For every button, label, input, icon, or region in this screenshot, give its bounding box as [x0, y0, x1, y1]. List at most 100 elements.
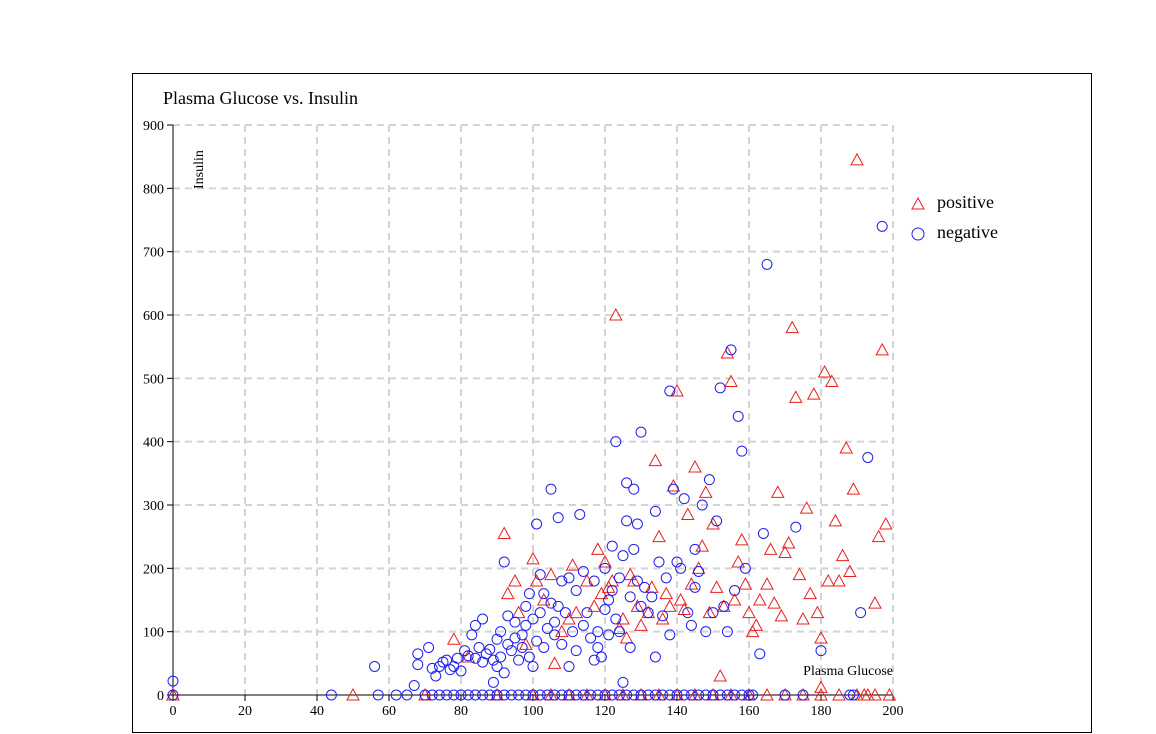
data-point-negative	[412, 659, 424, 671]
data-point-negative	[567, 626, 579, 638]
data-point-negative	[664, 629, 676, 641]
data-point-negative	[441, 689, 453, 701]
data-point-positive	[828, 513, 843, 527]
data-point-negative	[606, 689, 618, 701]
data-point-negative	[469, 619, 481, 631]
data-point-negative	[585, 632, 597, 644]
data-point-negative	[167, 675, 179, 687]
data-point-positive	[814, 680, 828, 693]
data-point-negative	[549, 629, 561, 641]
data-point-positive	[518, 637, 533, 650]
data-point-positive	[868, 687, 882, 701]
data-point-positive	[832, 573, 846, 587]
data-point-positive	[842, 564, 857, 577]
data-point-negative	[736, 445, 748, 457]
data-point-positive	[500, 586, 515, 600]
data-point-positive	[662, 599, 677, 612]
data-point-negative	[444, 664, 456, 676]
y-tick-label: 800	[143, 182, 164, 197]
data-point-negative	[729, 689, 741, 701]
data-point-negative	[563, 689, 575, 701]
data-point-negative	[527, 689, 539, 701]
data-point-negative	[531, 635, 543, 647]
data-point-positive	[598, 554, 612, 568]
x-tick-label: 100	[523, 704, 544, 719]
data-point-negative	[689, 581, 701, 593]
data-point-positive	[497, 526, 512, 539]
data-point-positive	[785, 320, 800, 334]
x-tick-label: 60	[382, 704, 396, 719]
data-point-negative	[606, 540, 618, 552]
data-point-positive	[670, 383, 684, 397]
data-point-positive	[648, 453, 663, 467]
x-tick-label: 40	[310, 704, 324, 719]
data-point-positive	[526, 551, 540, 565]
data-point-positive	[814, 630, 828, 644]
data-point-negative	[671, 689, 683, 701]
data-point-negative	[588, 654, 600, 666]
data-point-negative	[610, 436, 622, 448]
data-point-negative	[498, 667, 510, 679]
data-point-negative	[556, 575, 568, 587]
x-tick-label: 140	[667, 704, 688, 719]
data-point-negative	[621, 689, 633, 701]
y-tick-label: 300	[143, 499, 164, 514]
grid-lines	[173, 124, 894, 695]
data-point-negative	[678, 493, 690, 505]
data-point-negative	[718, 600, 730, 612]
x-tick-label: 20	[238, 704, 252, 719]
data-point-positive	[770, 485, 785, 498]
data-point-negative	[721, 689, 733, 701]
x-tick-label: 0	[170, 704, 177, 719]
data-point-negative	[696, 499, 708, 511]
data-point-negative	[599, 562, 611, 574]
data-point-negative	[577, 619, 589, 631]
legend: positive negative	[911, 192, 998, 242]
data-point-negative	[325, 689, 337, 701]
data-point-positive	[508, 573, 522, 587]
data-point-negative	[621, 477, 633, 489]
data-point-positive	[446, 632, 461, 645]
data-point-negative	[700, 689, 712, 701]
data-point-negative	[667, 483, 679, 495]
data-point-positive	[652, 529, 666, 543]
data-point-negative	[484, 643, 496, 655]
data-point-negative	[498, 556, 510, 568]
data-point-negative	[693, 566, 705, 577]
data-point-negative	[711, 515, 723, 527]
data-point-negative	[739, 562, 751, 574]
data-point-positive	[630, 599, 645, 612]
data-point-positive	[544, 687, 558, 701]
data-point-positive	[724, 687, 738, 701]
data-point-positive	[554, 624, 569, 638]
data-point-negative	[671, 556, 683, 568]
data-point-positive	[706, 516, 720, 530]
data-point-negative	[754, 648, 766, 660]
data-point-negative	[577, 566, 589, 577]
y-axis-label: Insulin	[192, 150, 207, 189]
data-point-negative	[815, 645, 827, 657]
data-point-negative	[642, 607, 654, 619]
data-point-negative	[495, 626, 507, 638]
data-point-negative	[552, 512, 564, 524]
legend-label-positive: positive	[937, 192, 994, 212]
data-point-positive	[547, 656, 562, 669]
data-point-negative	[675, 562, 687, 574]
data-point-negative	[599, 689, 611, 701]
data-point-negative	[509, 616, 521, 628]
data-point-negative	[513, 689, 525, 701]
y-tick-label: 600	[143, 309, 164, 324]
data-point-negative	[649, 651, 661, 663]
data-point-negative	[599, 604, 611, 615]
data-point-positive	[878, 516, 893, 530]
data-point-negative	[390, 689, 402, 701]
legend-item-positive: positive	[911, 192, 994, 212]
data-point-positive	[684, 577, 699, 590]
data-point-negative	[729, 585, 741, 596]
data-point-positive	[673, 592, 688, 606]
data-point-positive	[529, 573, 544, 587]
data-point-negative	[549, 616, 561, 628]
data-point-negative	[538, 642, 550, 653]
data-point-positive	[626, 573, 641, 587]
data-point-negative	[678, 689, 690, 701]
